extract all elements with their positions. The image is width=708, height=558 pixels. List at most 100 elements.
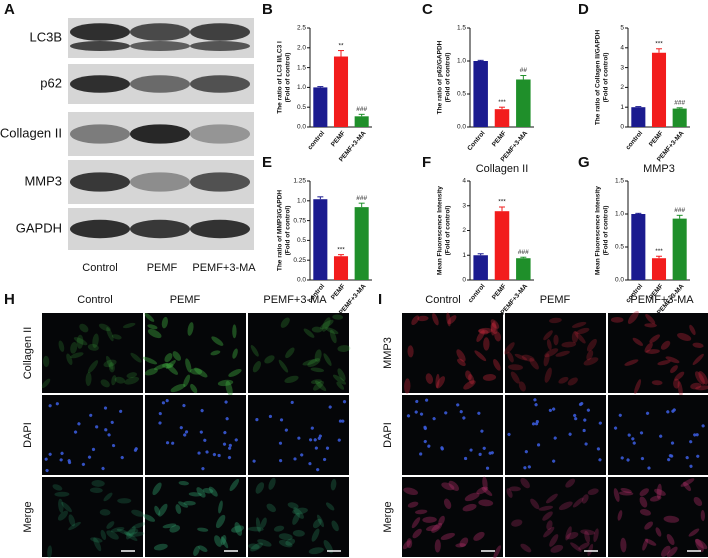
cell [100, 529, 107, 541]
cell [647, 466, 651, 470]
cell [646, 349, 660, 354]
cell [287, 502, 299, 509]
cell [423, 439, 427, 444]
cell [689, 464, 693, 468]
cell [457, 358, 466, 367]
significance-label: *** [655, 41, 663, 48]
bar [313, 87, 328, 127]
cell [476, 486, 489, 495]
cell [441, 482, 455, 491]
cell [613, 426, 618, 430]
cell [203, 438, 207, 442]
cell [98, 323, 111, 332]
blot-column-label: Control [82, 262, 117, 274]
blot-band [70, 23, 130, 41]
y-tick-label: 1.5 [297, 64, 306, 71]
cell [403, 487, 418, 496]
cell [674, 371, 685, 381]
cell [689, 324, 696, 336]
cell [266, 503, 276, 513]
cell [642, 538, 649, 551]
cell [482, 446, 486, 450]
significance-label: ### [356, 195, 367, 202]
micrograph [42, 313, 143, 393]
cell [474, 350, 487, 362]
cell [660, 340, 671, 350]
blot-row-label: MMP3 [24, 173, 62, 188]
cell [147, 329, 162, 339]
cell [574, 417, 578, 421]
cell [531, 422, 536, 426]
cell [73, 337, 88, 346]
blot-band [190, 75, 250, 93]
cell [224, 400, 228, 404]
cell [411, 517, 421, 529]
cell [693, 496, 703, 507]
cell [285, 538, 296, 546]
significance-label: ### [674, 100, 685, 107]
cell [280, 317, 290, 328]
cell [649, 495, 662, 502]
y-tick-label: 5 [620, 25, 624, 32]
cell [432, 313, 439, 326]
cell [440, 446, 444, 450]
bar [631, 107, 646, 127]
column-label: PEMF+3-MA [630, 294, 694, 306]
cell [419, 412, 424, 416]
cell [670, 365, 678, 374]
blot-band [190, 23, 250, 41]
cell [172, 351, 182, 361]
cell [490, 321, 497, 336]
cell [583, 418, 587, 422]
cell [672, 408, 676, 412]
cell [493, 359, 501, 371]
cell [52, 484, 63, 491]
micrograph [145, 313, 246, 393]
cell [188, 492, 202, 497]
cell [193, 545, 200, 557]
cell [481, 486, 493, 496]
bar [333, 256, 349, 280]
cell [465, 370, 472, 381]
cell [548, 408, 552, 412]
cell [463, 380, 476, 390]
micrograph [608, 395, 708, 475]
y-axis-label: (Fold of control) [445, 206, 452, 256]
panel-letter: E [262, 154, 272, 171]
column-label: PEMF+3-MA [263, 294, 327, 306]
cell [89, 487, 103, 494]
y-tick-label: 0.5 [297, 237, 306, 244]
y-tick-label: 2.0 [297, 45, 306, 52]
cell [81, 462, 86, 466]
cell [542, 511, 553, 521]
panel-letter: F [422, 154, 431, 171]
cell [116, 528, 131, 536]
y-tick-label: 3 [620, 64, 624, 71]
cell [584, 530, 591, 543]
cell [661, 545, 671, 557]
row-label: Merge [382, 501, 394, 532]
blot-band [190, 172, 250, 192]
cell [644, 342, 653, 353]
cell [448, 480, 459, 491]
micrograph [42, 395, 143, 475]
cell [166, 363, 179, 375]
cell [285, 347, 295, 359]
y-tick-label: 4 [620, 45, 624, 52]
cell [61, 501, 72, 513]
cell [152, 482, 162, 496]
cell [190, 383, 198, 394]
cell [555, 350, 570, 357]
significance-label: ## [520, 67, 528, 74]
cell [210, 350, 221, 356]
cell [48, 452, 52, 456]
cell [417, 315, 429, 322]
cell [68, 521, 81, 531]
cell [250, 345, 259, 357]
cell [443, 498, 452, 509]
cell [70, 342, 78, 354]
cell [147, 324, 158, 330]
y-tick-label: 1.5 [615, 178, 624, 185]
blot-band [130, 124, 190, 144]
